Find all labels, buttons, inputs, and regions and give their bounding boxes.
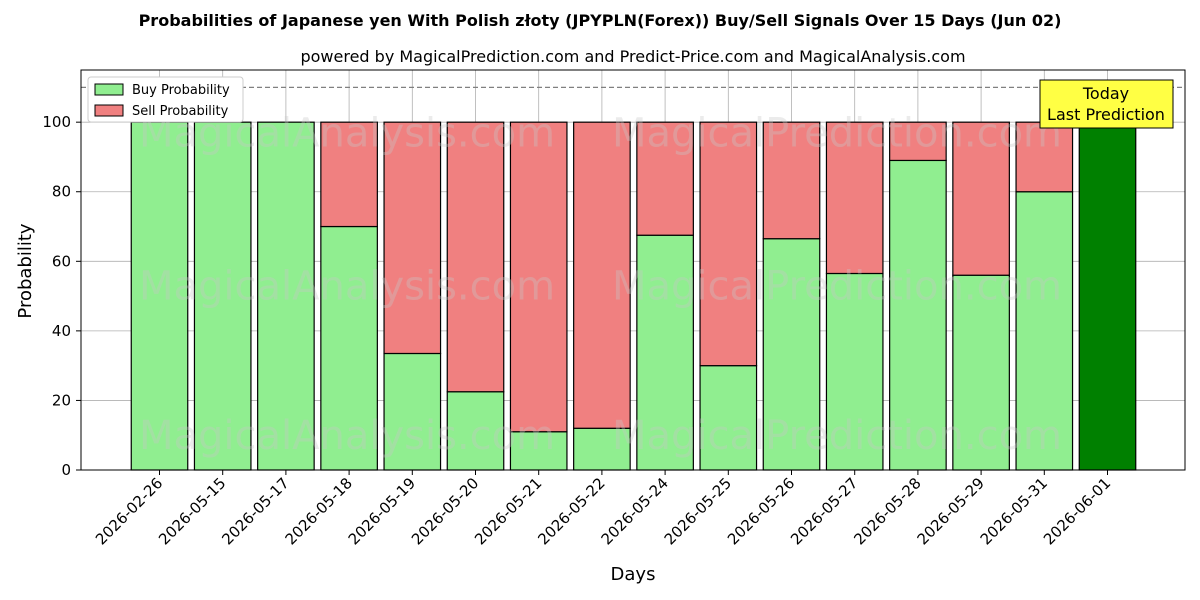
bar-buy bbox=[320, 225, 378, 471]
chart-subtitle: powered by MagicalPrediction.com and Pre… bbox=[300, 47, 965, 66]
bar-sell bbox=[762, 121, 821, 240]
y-axis-label: Probability bbox=[15, 223, 36, 318]
bar-buy bbox=[1015, 191, 1074, 471]
bar-sell bbox=[636, 121, 694, 236]
bars bbox=[130, 121, 1137, 471]
today-annotation: Today Last Prediction bbox=[1039, 79, 1174, 129]
watermark-text: MagicalAnalysis.com bbox=[139, 413, 555, 459]
watermark-text: MagicalAnalysis.com bbox=[139, 264, 555, 310]
bar-sell bbox=[889, 121, 947, 162]
bar-sell bbox=[825, 121, 884, 275]
legend-box bbox=[87, 76, 244, 123]
watermark-text: MagicalPrediction.com bbox=[612, 413, 1062, 459]
legend: Buy Probability Sell Probability bbox=[87, 76, 244, 123]
bar-sell bbox=[320, 121, 378, 228]
bar-buy bbox=[1078, 121, 1137, 471]
y-tick-label: 40 bbox=[52, 322, 71, 340]
annotation-line2: Last Prediction bbox=[1047, 105, 1165, 124]
bar-buy bbox=[825, 272, 884, 471]
chart-title: Probabilities of Japanese yen With Polis… bbox=[139, 11, 1062, 30]
y-tick-label: 20 bbox=[52, 391, 71, 409]
axes bbox=[80, 69, 1186, 471]
legend-swatch-buy bbox=[94, 83, 124, 96]
legend-label-buy: Buy Probability bbox=[132, 83, 230, 98]
watermarks: MagicalAnalysis.com MagicalPrediction.com… bbox=[139, 111, 1062, 460]
bar-sell bbox=[1015, 121, 1074, 193]
annotation-line1: Today bbox=[1082, 84, 1129, 103]
bar-sell bbox=[952, 121, 1010, 276]
y-tick-label: 100 bbox=[42, 113, 71, 131]
watermark-text: MagicalPrediction.com bbox=[612, 264, 1062, 310]
bar-buy bbox=[636, 234, 694, 471]
bar-buy bbox=[699, 365, 758, 471]
bar-sell bbox=[699, 121, 758, 367]
annotation-box bbox=[1039, 79, 1174, 129]
bar-sell bbox=[446, 121, 505, 393]
y-tick-label: 60 bbox=[52, 252, 71, 270]
bar-sell bbox=[383, 121, 442, 355]
bar-buy bbox=[446, 391, 505, 471]
y-tick-label: 0 bbox=[61, 461, 71, 479]
y-tick-label: 80 bbox=[52, 183, 71, 201]
x-axis-label: Days bbox=[611, 564, 656, 585]
legend-swatch-sell bbox=[94, 104, 124, 117]
bar-buy bbox=[889, 159, 947, 471]
bar-sell bbox=[509, 121, 568, 433]
watermark-text: MagicalPrediction.com bbox=[612, 111, 1062, 157]
plot-frame bbox=[80, 69, 1186, 471]
bar-buy bbox=[952, 274, 1010, 471]
legend-label-sell: Sell Probability bbox=[132, 104, 229, 119]
bar-sell bbox=[573, 121, 631, 429]
